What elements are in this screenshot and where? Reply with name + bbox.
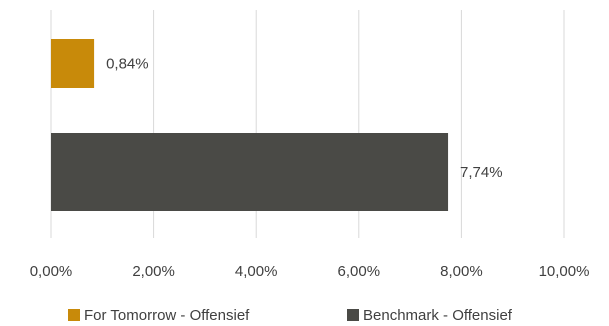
legend-label: Benchmark - Offensief <box>363 307 513 324</box>
legend-item: Benchmark - Offensief <box>347 307 513 324</box>
bar-data-label: 7,74% <box>460 164 503 181</box>
x-axis-ticks: 0,00% 2,00% 4,00% 6,00% 8,00% 10,00% <box>30 263 590 280</box>
x-tick-label: 2,00% <box>132 263 175 280</box>
legend: For Tomorrow - Offensief Benchmark - Offe… <box>68 307 513 324</box>
bar <box>51 39 95 88</box>
legend-item: For Tomorrow - Offensief <box>68 307 250 324</box>
x-tick-label: 6,00% <box>338 263 381 280</box>
x-tick-label: 10,00% <box>539 263 590 280</box>
x-tick-label: 4,00% <box>235 263 278 280</box>
bar-data-label: 0,84% <box>106 56 149 73</box>
legend-swatch <box>347 309 359 321</box>
data-labels: 0,84% 7,74% <box>106 56 503 182</box>
legend-label: For Tomorrow - Offensief <box>84 307 250 324</box>
bars <box>51 39 449 211</box>
x-tick-label: 0,00% <box>30 263 73 280</box>
legend-swatch <box>68 309 80 321</box>
bar <box>51 133 449 211</box>
x-tick-label: 8,00% <box>440 263 483 280</box>
